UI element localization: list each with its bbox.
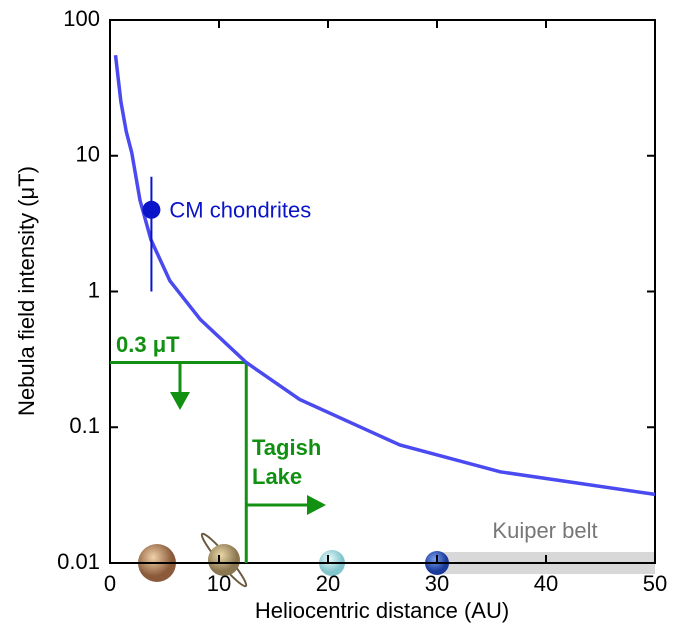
y-tick-label: 10	[76, 142, 100, 167]
saturn-icon	[208, 544, 240, 576]
x-tick-label: 20	[316, 571, 340, 596]
y-tick-label: 0.1	[69, 413, 100, 438]
data-point	[142, 200, 161, 219]
x-tick-label: 40	[534, 571, 558, 596]
kuiper-label: Kuiper belt	[492, 518, 597, 543]
model-curve	[113, 54, 656, 497]
threshold-label: 0.3 μT	[116, 332, 180, 357]
planets	[138, 532, 449, 588]
tagish-label: Lake	[252, 464, 302, 489]
y-axis-title: Nebula field intensity (μT)	[14, 166, 39, 416]
x-tick-label: 50	[643, 571, 667, 596]
threshold-arrowhead	[170, 392, 190, 410]
x-tick-label: 10	[207, 571, 231, 596]
y-tick-label: 1	[88, 277, 100, 302]
tagish-label: Tagish	[252, 435, 321, 460]
point-label: CM chondrites	[169, 198, 311, 223]
y-tick-label: 0.01	[57, 549, 100, 574]
tagish-arrowhead	[307, 495, 326, 515]
x-axis-title: Heliocentric distance (AU)	[255, 598, 509, 623]
x-tick-label: 30	[425, 571, 449, 596]
x-tick-label: 0	[104, 571, 116, 596]
y-tick-label: 100	[63, 6, 100, 31]
